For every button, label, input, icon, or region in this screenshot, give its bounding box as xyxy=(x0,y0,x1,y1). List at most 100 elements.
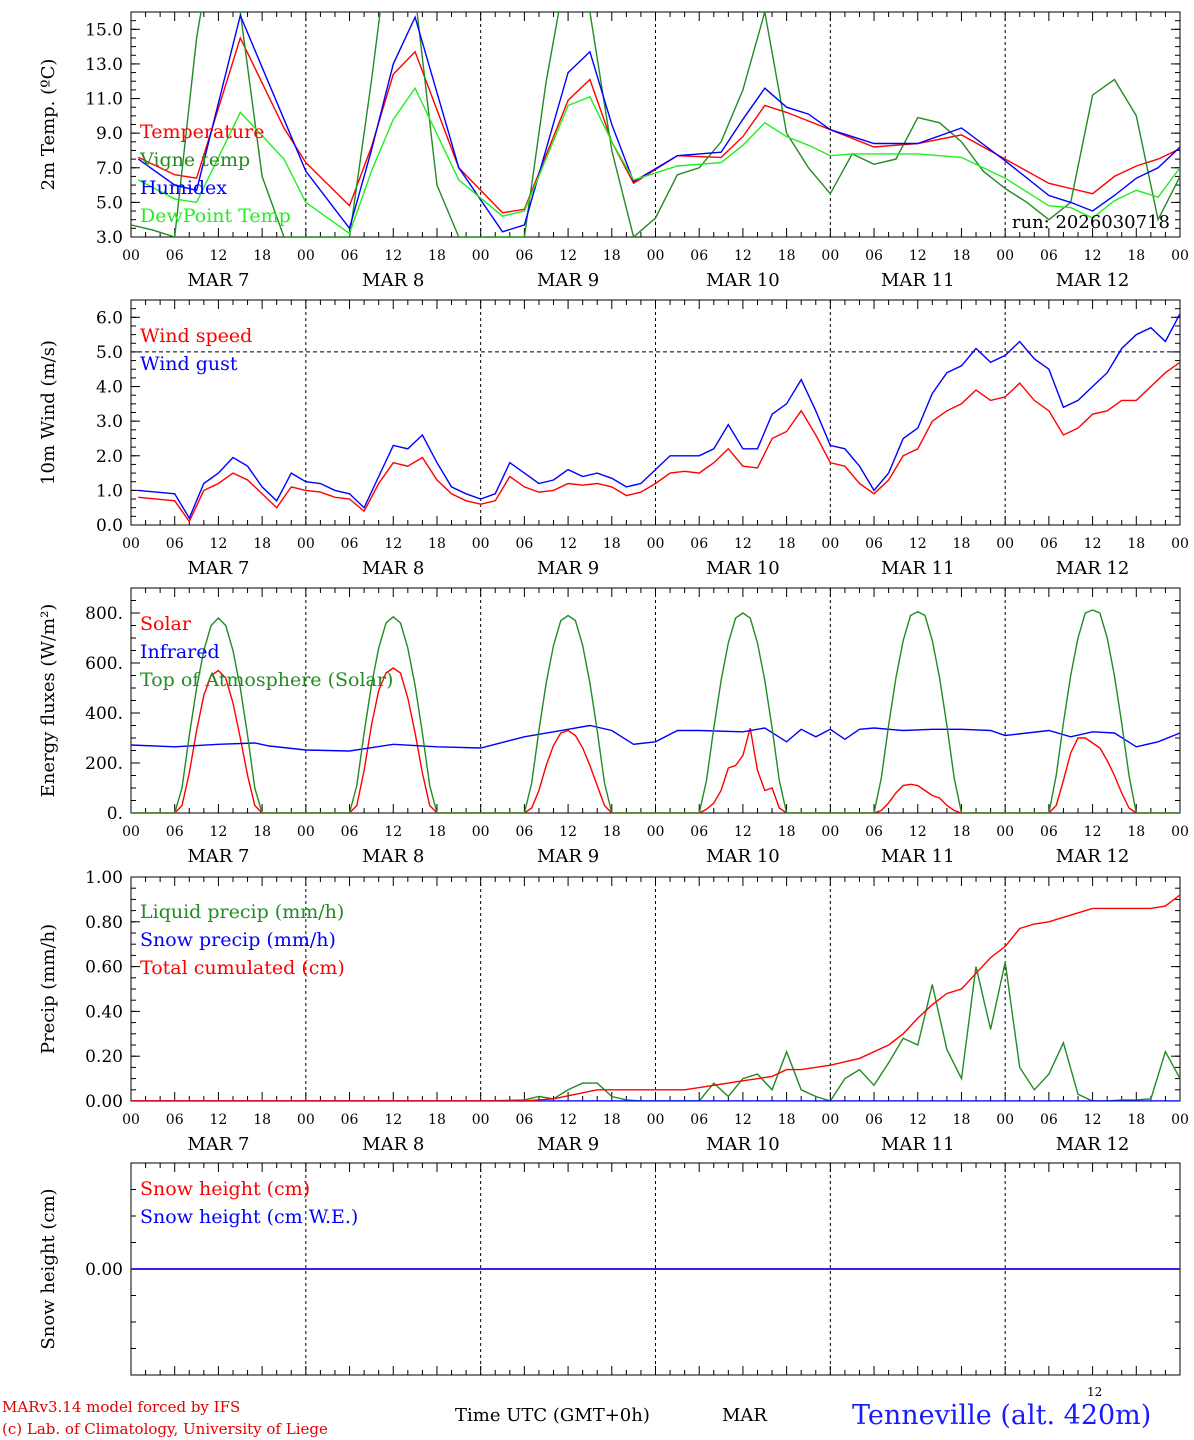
snow-y-axis-label: Snow height (cm) xyxy=(38,1188,59,1349)
temp-series-temperature xyxy=(137,36,1180,214)
wind-series-wind-gust xyxy=(138,313,1180,520)
wind-hour-label: 12 xyxy=(384,536,402,552)
temp-plot-frame xyxy=(130,11,1181,238)
temp-hour-label: 12 xyxy=(384,248,402,264)
energy-hour-label: 18 xyxy=(428,824,446,840)
station-name: Tenneville (alt. 420m) xyxy=(852,1400,1152,1431)
temp-y-tick-label: 5.0 xyxy=(96,193,123,213)
temp-hour-label: 00 xyxy=(821,248,839,264)
energy-plot-frame xyxy=(130,587,1181,814)
energy-y-tick-label: 800. xyxy=(85,604,123,624)
wind-day-label: MAR 11 xyxy=(881,558,955,579)
precip-legend-entry: Snow precip (mm/h) xyxy=(140,929,336,951)
energy-hour-label: 18 xyxy=(953,824,971,840)
precip-day-label: MAR 8 xyxy=(362,1134,424,1155)
energy-hour-label: 18 xyxy=(778,824,796,840)
precip-hour-label: 12 xyxy=(734,1112,752,1128)
precip-y-tick-label: 0.60 xyxy=(85,958,123,978)
temp-legend-entry: Temperature xyxy=(140,121,264,143)
wind-y-tick-label: 4.0 xyxy=(96,378,123,398)
temp-legend-entry: Vigne temp xyxy=(139,149,250,171)
temp-hour-label: 06 xyxy=(865,248,883,264)
energy-day-label: MAR 11 xyxy=(881,846,955,867)
precip-hour-label: 12 xyxy=(1084,1112,1102,1128)
precip-day-label: MAR 7 xyxy=(187,1134,249,1155)
temp-y-tick-label: 15.0 xyxy=(85,20,123,40)
precip-hour-label: 00 xyxy=(1171,1112,1189,1128)
energy-y-tick-label: 600. xyxy=(85,654,123,674)
energy-hour-label: 18 xyxy=(1127,824,1145,840)
wind-hour-label: 12 xyxy=(734,536,752,552)
wind-hour-label: 06 xyxy=(166,536,184,552)
precip-hour-label: 00 xyxy=(472,1112,490,1128)
precip-hour-label: 00 xyxy=(297,1112,315,1128)
snow-y-tick-label: 0.00 xyxy=(85,1260,123,1280)
temp-run-annotation: run: 2026030718 xyxy=(1012,212,1170,233)
energy-hour-label: 06 xyxy=(865,824,883,840)
energy-legend-entry: Infrared xyxy=(140,641,220,663)
temp-hour-label: 00 xyxy=(996,248,1014,264)
wind-y-tick-label: 3.0 xyxy=(96,412,123,432)
energy-hour-label: 00 xyxy=(1171,824,1189,840)
temp-y-tick-label: 9.0 xyxy=(96,124,123,144)
temp-y-tick-label: 13.0 xyxy=(85,55,123,75)
energy-hour-label: 00 xyxy=(996,824,1014,840)
wind-hour-label: 00 xyxy=(122,536,140,552)
precip-hour-label: 18 xyxy=(953,1112,971,1128)
energy-legend-entry: Solar xyxy=(140,613,192,635)
energy-hour-label: 12 xyxy=(384,824,402,840)
wind-hour-label: 18 xyxy=(428,536,446,552)
temp-hour-label: 12 xyxy=(734,248,752,264)
temp-y-axis-label: 2m Temp. (ºC) xyxy=(38,59,59,191)
wind-hour-label: 12 xyxy=(1084,536,1102,552)
temp-hour-label: 18 xyxy=(1127,248,1145,264)
snow-legend-entry: Snow height (cm W.E.) xyxy=(140,1206,358,1228)
precip-hour-label: 00 xyxy=(821,1112,839,1128)
temp-hour-label: 00 xyxy=(647,248,665,264)
temp-day-label: MAR 7 xyxy=(187,270,249,291)
precip-series-total-cumulated-cm xyxy=(131,894,1180,1101)
energy-y-tick-label: 400. xyxy=(85,704,123,724)
precip-day-label: MAR 12 xyxy=(1056,1134,1130,1155)
temp-day-label: MAR 9 xyxy=(537,270,599,291)
temp-hour-label: 12 xyxy=(909,248,927,264)
precip-hour-label: 18 xyxy=(1127,1112,1145,1128)
footer-month: MAR xyxy=(722,1405,767,1426)
precip-hour-label: 18 xyxy=(428,1112,446,1128)
energy-hour-label: 12 xyxy=(909,824,927,840)
precip-y-tick-label: 0.40 xyxy=(85,1002,123,1022)
wind-hour-label: 00 xyxy=(472,536,490,552)
wind-hour-label: 06 xyxy=(341,536,359,552)
temp-series-dewpoint-temp xyxy=(137,86,1180,235)
wind-y-tick-label: 5.0 xyxy=(96,343,123,363)
wind-hour-label: 06 xyxy=(515,536,533,552)
precip-hour-label: 00 xyxy=(122,1112,140,1128)
energy-hour-label: 00 xyxy=(472,824,490,840)
precip-hour-label: 00 xyxy=(647,1112,665,1128)
precip-hour-label: 18 xyxy=(778,1112,796,1128)
temp-series-humidex xyxy=(137,13,1180,233)
temp-hour-label: 00 xyxy=(122,248,140,264)
precip-y-tick-label: 0.00 xyxy=(85,1092,123,1112)
energy-hour-label: 18 xyxy=(253,824,271,840)
energy-hour-label: 00 xyxy=(122,824,140,840)
wind-series-wind-speed xyxy=(138,361,1180,523)
precip-hour-label: 18 xyxy=(253,1112,271,1128)
precip-hour-label: 18 xyxy=(603,1112,621,1128)
energy-hour-label: 12 xyxy=(559,824,577,840)
temp-day-label: MAR 8 xyxy=(362,270,424,291)
precip-hour-label: 06 xyxy=(690,1112,708,1128)
snow-legend-entry: Snow height (cm) xyxy=(140,1178,310,1200)
wind-y-tick-label: 1.0 xyxy=(96,481,123,501)
wind-day-label: MAR 8 xyxy=(362,558,424,579)
temp-hour-label: 06 xyxy=(515,248,533,264)
temp-hour-label: 00 xyxy=(1171,248,1189,264)
wind-hour-label: 06 xyxy=(865,536,883,552)
energy-y-tick-label: 200. xyxy=(85,754,123,774)
precip-series-liquid-precip-mm-h xyxy=(131,961,1180,1101)
lab-credit: (c) Lab. of Climatology, University of L… xyxy=(2,1420,328,1438)
wind-hour-label: 00 xyxy=(821,536,839,552)
wind-y-axis-label: 10m Wind (m/s) xyxy=(38,340,59,485)
wind-hour-label: 18 xyxy=(253,536,271,552)
precip-day-label: MAR 9 xyxy=(537,1134,599,1155)
